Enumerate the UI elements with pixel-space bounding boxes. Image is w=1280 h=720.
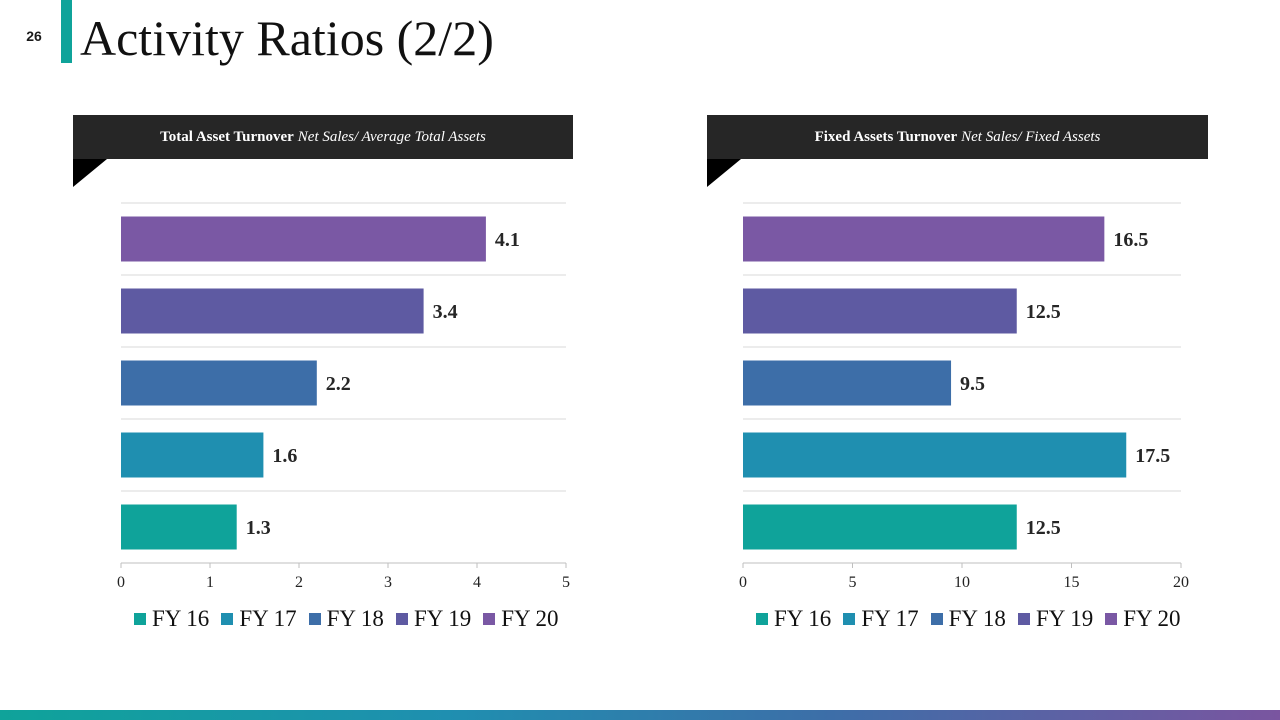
legend-total-asset-turnover: FY 16 FY 17 FY 18 FY 19 FY 20 [134,606,559,632]
chart-title-italic: Net Sales/ Fixed Assets [961,128,1101,145]
legend-swatch [134,613,146,625]
data-label: 3.4 [433,301,458,323]
bar-fy-19 [743,288,1017,334]
data-label: 12.5 [1026,301,1061,323]
legend-swatch [308,613,321,625]
x-tick-label: 5 [562,574,570,591]
data-label: 4.1 [495,229,520,251]
bar-fy-16 [743,504,1017,550]
x-tick-label: 5 [849,574,857,591]
legend-label: FY 19 [1035,606,1094,631]
legend-swatch [483,613,496,625]
legend-label: FY 18 [948,606,1006,631]
legend-item: FY 19 [395,606,472,632]
slide-title: Activity Ratios (2/2) [80,10,494,66]
bar-fy-18 [121,360,317,406]
header-tab-decoration [707,159,741,187]
bar-fy-17 [121,432,264,478]
bar-fy-18 [743,360,952,406]
chart-title-bold: Fixed Assets Turnover [814,128,958,145]
legend-item: FY 18 [308,606,384,632]
slide-number: 26 [26,28,42,44]
data-label: 17.5 [1135,445,1170,467]
legend-label: FY 16 [774,606,832,631]
x-tick-label: 15 [1064,574,1080,591]
legend-label: FY 20 [1123,606,1181,631]
legend-label: FY 17 [861,606,919,631]
chart-title-italic: Net Sales/ Average Total Assets [297,128,486,145]
chart-total-asset-turnover: 0 1 2 3 4 5 1.3 1.6 2.2 3.4 4.1 [117,202,570,591]
chart-title-bold: Total Asset Turnover [160,128,294,145]
legend-item: FY 19 [1017,606,1094,632]
legend-swatch [930,613,943,625]
legend-item: FY 18 [930,606,1006,632]
legend-swatch [843,613,856,625]
legend-swatch [1017,613,1030,625]
legend-swatch [221,613,234,625]
data-label: 1.6 [272,445,297,467]
chart-header-fixed-assets-turnover: Fixed Assets Turnover Net Sales/ Fixed A… [707,115,1208,159]
data-label: 1.3 [246,517,271,539]
data-label: 2.2 [326,373,351,395]
chart-fixed-assets-turnover: 0 5 10 15 20 12.5 17.5 9.5 12.5 16.5 [739,202,1189,591]
data-label: 12.5 [1026,517,1061,539]
data-label: 16.5 [1113,229,1148,251]
x-tick-label: 2 [295,574,303,591]
bar-fy-20 [743,216,1105,262]
legend-item: FY 17 [221,606,297,632]
bar-fy-19 [121,288,424,334]
chart-header-total-asset-turnover: Total Asset Turnover Net Sales/ Average … [73,115,573,159]
legend-item: FY 20 [483,606,559,632]
x-tick-label: 3 [384,574,392,591]
legend-swatch [395,613,408,625]
bar-fy-17 [743,432,1127,478]
header-tab-decoration [73,159,107,187]
x-tick-label: 0 [739,574,747,591]
bottom-gradient-bar [0,710,1280,720]
legend-item: FY 20 [1105,606,1181,632]
x-tick-label: 4 [473,574,481,591]
bar-fy-16 [121,504,237,550]
legend-item: FY 16 [756,606,831,632]
legend-swatch [1105,613,1118,625]
legend-label: FY 16 [152,606,210,631]
x-tick-label: 0 [117,574,125,591]
legend-swatch [756,613,768,625]
legend-label: FY 19 [413,606,472,631]
x-tick-label: 20 [1173,574,1189,591]
legend-label: FY 17 [239,606,297,631]
legend-item: FY 17 [843,606,919,632]
title-accent-bar [61,0,72,63]
legend-label: FY 20 [501,606,559,631]
legend-item: FY 16 [134,606,209,632]
x-tick-label: 10 [954,574,970,591]
legend-label: FY 18 [326,606,384,631]
data-label: 9.5 [960,373,985,395]
bar-fy-20 [121,216,486,262]
legend-fixed-assets-turnover: FY 16 FY 17 FY 18 FY 19 FY 20 [756,606,1181,632]
x-tick-label: 1 [206,574,214,591]
